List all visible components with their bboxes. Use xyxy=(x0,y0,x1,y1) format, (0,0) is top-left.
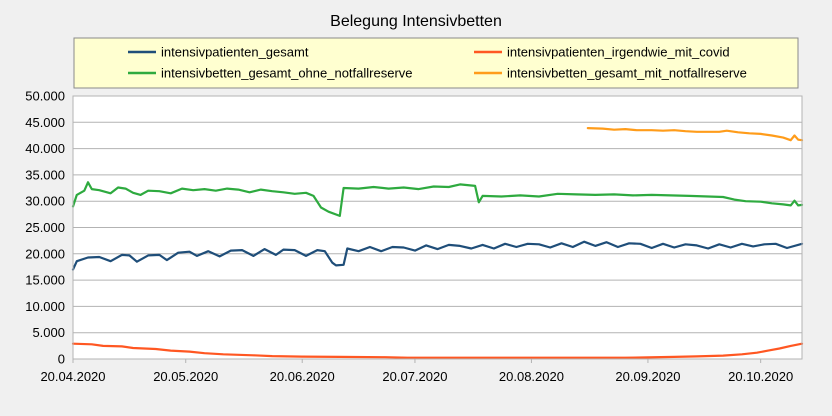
y-tick-label: 15.000 xyxy=(25,273,65,288)
y-tick-label: 35.000 xyxy=(25,167,65,182)
series-line-intensivbetten-gesamt-mit-notfallreserve xyxy=(586,127,804,142)
x-tick-label: 20.08.2020 xyxy=(499,369,564,384)
x-tick-label: 20.04.2020 xyxy=(40,369,105,384)
series-line-intensivbetten-gesamt-ohne-notfallreserve xyxy=(71,181,804,217)
y-tick-label: 50.000 xyxy=(25,89,65,104)
x-tick-label: 20.07.2020 xyxy=(382,369,447,384)
x-tick-label: 20.05.2020 xyxy=(153,369,218,384)
y-tick-label: 45.000 xyxy=(25,115,65,130)
plot-frame xyxy=(72,95,803,360)
x-tick-label: 20.09.2020 xyxy=(615,369,680,384)
y-tick-label: 25.000 xyxy=(25,220,65,235)
x-tick-label: 20.06.2020 xyxy=(270,369,335,384)
legend-box xyxy=(73,37,799,89)
y-axis-ticks: 0 5.000 10.000 15.000 20.000 25.000 30.000 35.0… xyxy=(25,89,65,367)
y-tick-label: 0 xyxy=(58,352,65,367)
y-tick-label: 5.000 xyxy=(32,325,65,340)
y-tick-label: 10.000 xyxy=(25,299,65,314)
legend-label-intensivpatienten-gesamt: intensivpatienten_gesamt xyxy=(161,45,309,60)
legend-label-intensivpatienten-irgendwie-mit-covid: intensivpatienten_irgendwie_mit_covid xyxy=(507,45,730,60)
series-line-intensivpatienten-gesamt xyxy=(71,240,804,271)
y-tick-label: 20.000 xyxy=(25,246,65,261)
y-tick-label: 30.000 xyxy=(25,194,65,209)
legend-label-intensivbetten-gesamt-ohne-notfallreserve: intensivbetten_gesamt_ohne_notfallreserv… xyxy=(161,66,413,81)
y-tick-label: 40.000 xyxy=(25,141,65,156)
legend-label-intensivbetten-gesamt-mit-notfallreserve: intensivbetten_gesamt_mit_notfallreserve xyxy=(507,66,747,81)
legend: intensivpatienten_gesamt intensivpatient… xyxy=(73,37,799,89)
x-axis-ticks: 20.04.2020 20.05.2020 20.06.2020 20.07.2020… xyxy=(40,359,793,384)
series-lines xyxy=(71,127,804,359)
chart-title: Belegung Intensivbetten xyxy=(330,13,502,30)
x-tick-label: 20.10.2020 xyxy=(728,369,793,384)
series-line-intensivpatienten-irgendwie-mit-covid xyxy=(71,342,804,359)
